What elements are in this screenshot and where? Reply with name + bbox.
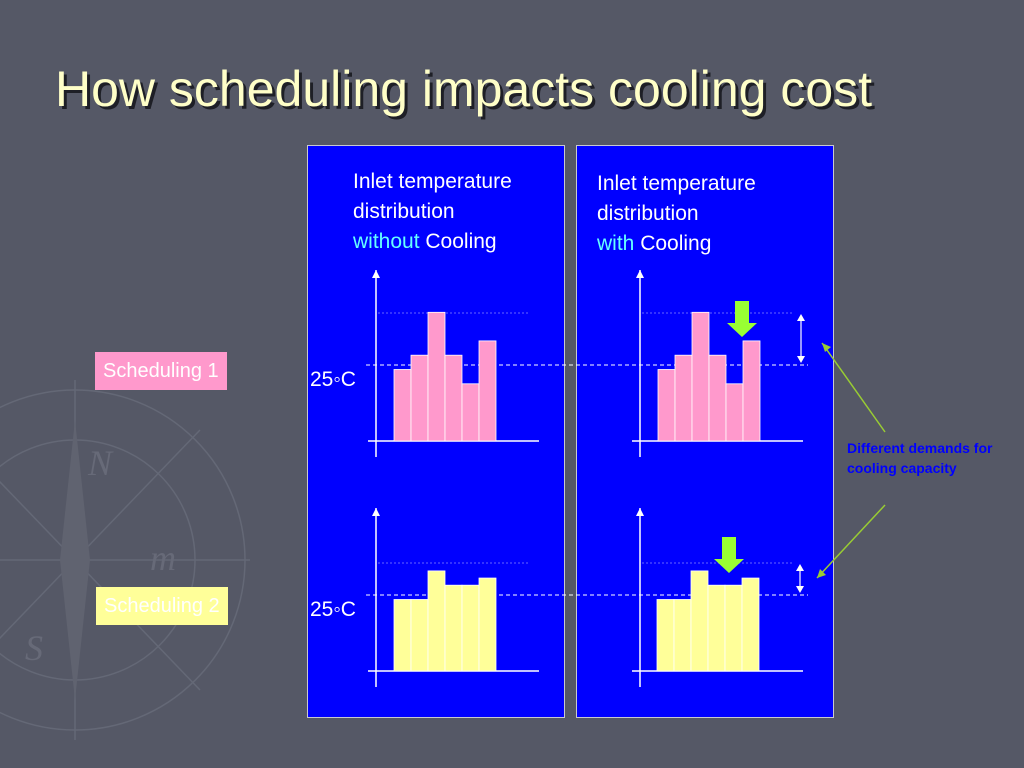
caption-without-cooling: Inlet temperature distribution without C…: [353, 170, 512, 253]
slide-title: How scheduling impacts cooling cost: [55, 61, 873, 117]
svg-text:N: N: [87, 443, 114, 483]
svg-text:S: S: [25, 628, 43, 668]
temperature-label-1: 25◦C: [310, 368, 356, 391]
temperature-label-2: 25◦C: [310, 598, 356, 621]
cooling-demand-note: Different demands for cooling capacity: [847, 440, 993, 476]
svg-text:m: m: [150, 538, 176, 578]
scheduling-2-label: Scheduling 2: [96, 587, 228, 625]
scheduling-1-label: Scheduling 1: [95, 352, 227, 390]
caption-with-cooling: Inlet temperature distribution with Cool…: [597, 172, 756, 255]
